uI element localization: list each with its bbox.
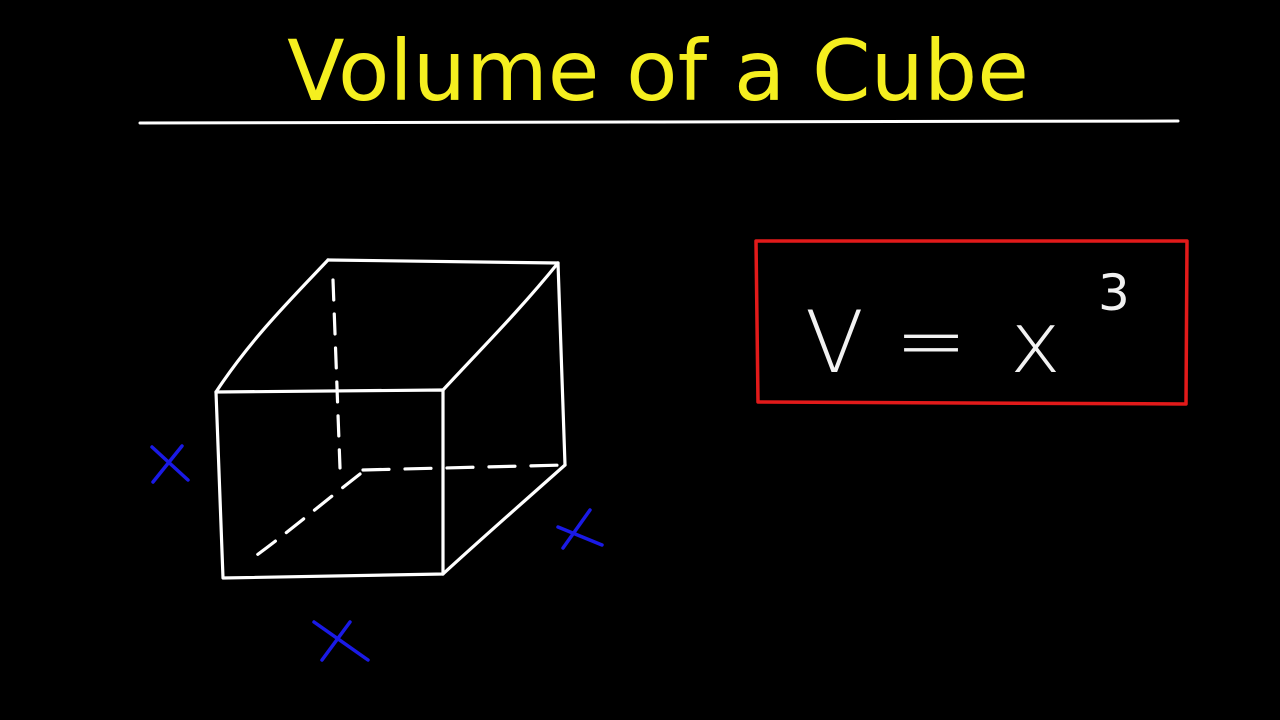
formula-equals: = (895, 291, 967, 391)
formula-lhs: V (805, 293, 864, 393)
cube-hidden-bottom-edge (361, 463, 567, 472)
edge-label-right: x (556, 508, 604, 550)
formula-exponent: 3 (1098, 264, 1130, 322)
formula-base: x (1010, 293, 1061, 393)
cube-top-back-edge (326, 258, 560, 265)
cube-back-right-edge (556, 261, 567, 467)
edge-label-left: x (150, 444, 190, 484)
formula: V = x 3 (805, 264, 1130, 393)
edge-label-bottom: x (312, 620, 370, 662)
cube-hidden-diagonal-edge (248, 472, 362, 562)
cube-bottom-right-edge (441, 463, 567, 576)
cube-front-face (214, 388, 445, 580)
title-underline (138, 119, 1180, 125)
cube-drawing (214, 258, 567, 580)
cube-top-left-edge (214, 258, 330, 394)
cube-top-right-edge (441, 261, 560, 392)
page-title: Volume of a Cube (287, 22, 1029, 120)
cube-hidden-vertical-edge (331, 278, 342, 470)
formula-box (754, 239, 1189, 406)
